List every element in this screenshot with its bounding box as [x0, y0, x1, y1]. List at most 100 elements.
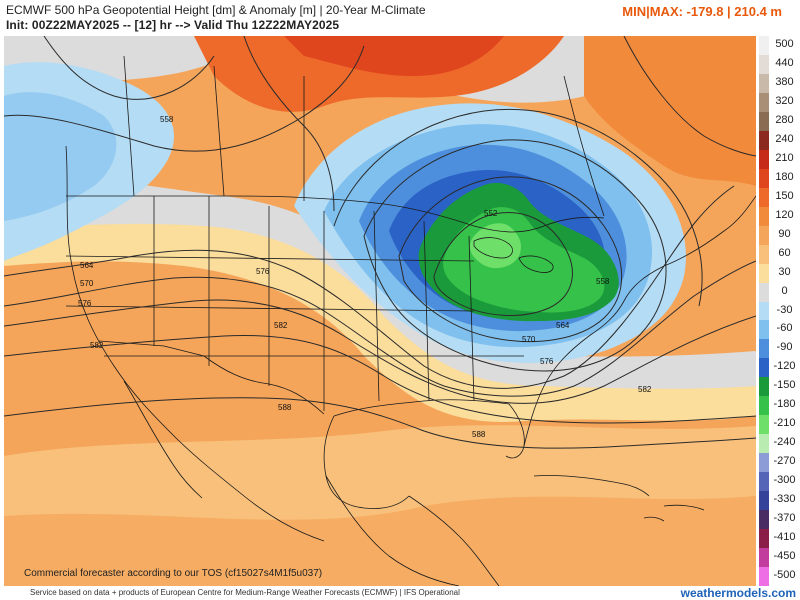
contour-label: 570 — [80, 279, 94, 288]
legend-label: 380 — [775, 75, 794, 88]
map-panel: 558 564 570 576 576 582 582 582 588 588 … — [4, 36, 756, 586]
legend-swatch — [759, 472, 769, 492]
anomaly-map: 558 564 570 576 576 582 582 582 588 588 … — [4, 36, 756, 586]
contour-label: 558 — [596, 277, 610, 286]
boundary-line — [65, 305, 475, 312]
contour-label: 552 — [484, 209, 498, 218]
tos-notice: Commercial forecaster according to our T… — [24, 568, 323, 579]
boundary-line — [468, 235, 475, 402]
legend-label: -450 — [773, 550, 796, 563]
boundary-line — [373, 210, 380, 402]
legend-swatch — [759, 54, 769, 74]
legend-swatch — [759, 263, 769, 283]
legend-label: -90 — [776, 341, 793, 354]
legend-label: 210 — [775, 151, 794, 164]
contour-label: 588 — [278, 403, 292, 412]
legend-label: -270 — [773, 455, 796, 468]
mexico-gulf-coastline — [323, 415, 410, 509]
legend-label: -410 — [773, 531, 796, 544]
height-contours — [4, 36, 756, 449]
legend-entry: -180 — [759, 396, 800, 416]
legend-label: 440 — [775, 56, 794, 69]
legend-swatch — [759, 168, 769, 188]
legend-entry: -270 — [759, 453, 800, 473]
contour-label: 564 — [556, 321, 570, 330]
legend-label: -180 — [773, 398, 796, 411]
legend-label: -30 — [776, 303, 793, 316]
header: ECMWF 500 hPa Geopotential Height [dm] &… — [0, 0, 800, 36]
boundary-line — [423, 220, 430, 402]
contour-564 — [4, 185, 735, 389]
legend-swatch — [759, 415, 769, 435]
data-credit: Service based on data + products of Euro… — [30, 588, 460, 597]
legend-swatch — [759, 130, 769, 150]
legend-label: -370 — [773, 512, 796, 525]
contour-label: 576 — [540, 357, 554, 366]
legend-swatch — [759, 510, 769, 530]
legend-label: 0 — [781, 284, 788, 297]
boundary-line — [123, 55, 135, 197]
legend-label: -500 — [773, 569, 796, 582]
legend-entry: -150 — [759, 377, 800, 397]
legend-entry: -300 — [759, 472, 800, 492]
legend-label: -330 — [773, 493, 796, 506]
legend-swatch — [759, 92, 769, 112]
contour-ne — [623, 36, 756, 157]
legend-swatch — [759, 73, 769, 93]
legend-swatch — [759, 36, 769, 55]
legend-entry: -370 — [759, 510, 800, 530]
anomaly-fill-ne-ridge — [584, 36, 756, 186]
legend-swatch — [759, 187, 769, 207]
legend-entry: 440 — [759, 54, 800, 74]
legend-swatch — [759, 567, 769, 586]
legend-swatch — [759, 548, 769, 568]
hispaniola-outline — [663, 504, 705, 511]
legend-label: 60 — [778, 246, 791, 259]
boundary-line — [65, 255, 475, 262]
brand-logo-text[interactable]: weathermodels.com — [680, 586, 796, 600]
contour-564-low — [363, 139, 667, 372]
contour-label: 576 — [256, 267, 270, 276]
legend-label: -240 — [773, 436, 796, 449]
contour-label: 564 — [80, 261, 94, 270]
contour-558-low — [398, 176, 623, 343]
contour-label-group: 558 564 570 576 576 582 582 582 588 588 … — [78, 115, 652, 439]
map-subtitle: Init: 00Z22MAY2025 -- [12] hr --> Valid … — [6, 18, 340, 32]
jamaica-outline — [643, 516, 665, 522]
legend-swatch — [759, 225, 769, 245]
legend-entry: 60 — [759, 244, 800, 264]
legend-swatch — [759, 301, 769, 321]
legend-entry: 280 — [759, 111, 800, 131]
legend-entry: 30 — [759, 263, 800, 283]
contour-558-west — [4, 45, 365, 152]
contour-576 — [4, 299, 756, 404]
pacific-coastline — [65, 145, 325, 542]
footer: Service based on data + products of Euro… — [0, 586, 800, 600]
legend-swatch — [759, 149, 769, 169]
legend-label: -210 — [773, 417, 796, 430]
legend-entry: 240 — [759, 130, 800, 150]
legend-swatch — [759, 529, 769, 549]
boundary-line — [213, 65, 225, 197]
legend-entry: 0 — [759, 282, 800, 302]
contour-570 — [4, 260, 756, 397]
contour-label: 558 — [160, 115, 174, 124]
legend-entry: -410 — [759, 529, 800, 549]
atlantic-coastline — [523, 195, 756, 447]
legend-label: -60 — [776, 322, 793, 335]
legend-entry: 150 — [759, 187, 800, 207]
contour-552-low — [433, 212, 573, 316]
legend-entry: -500 — [759, 567, 800, 586]
legend-entry: 90 — [759, 225, 800, 245]
contour-label: 582 — [638, 385, 652, 394]
contour-label: 582 — [90, 341, 104, 350]
legend-label: 90 — [778, 227, 791, 240]
legend-label: 240 — [775, 132, 794, 145]
legend-entry: 320 — [759, 92, 800, 112]
legend-label: 30 — [778, 265, 791, 278]
legend-entry: 500 — [759, 36, 800, 55]
legend-swatch — [759, 434, 769, 454]
legend-swatch — [759, 453, 769, 473]
legend-swatch — [759, 358, 769, 378]
map-title: ECMWF 500 hPa Geopotential Height [dm] &… — [6, 3, 426, 17]
